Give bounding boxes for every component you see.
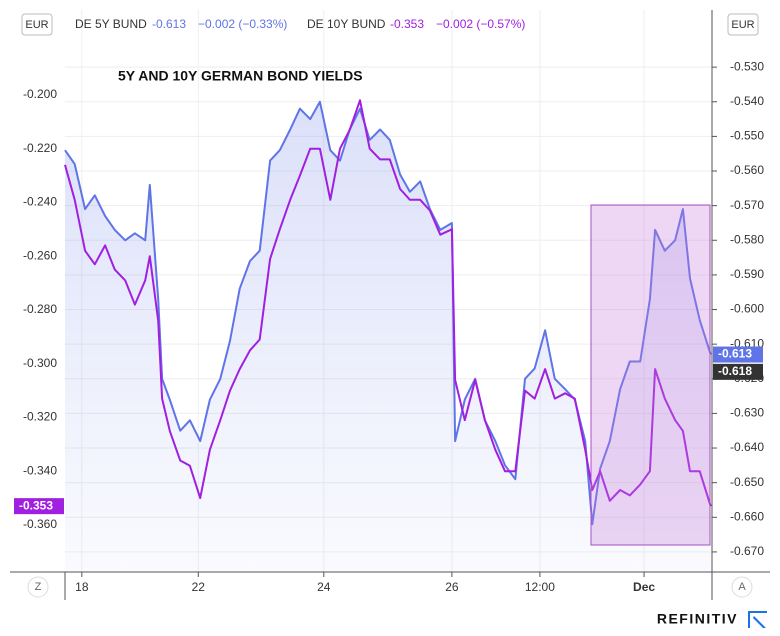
button-label: Z [35,581,42,593]
y-tick-label: -0.200 [23,87,57,101]
x-tick-label: 22 [192,580,206,594]
y-tick-label: -0.340 [23,463,57,477]
x-tick-label: 24 [317,580,331,594]
y-tick-label: -0.300 [23,356,57,370]
last-value-label: -0.353 [19,498,53,512]
button-label: A [738,581,746,593]
legend-name: DE 5Y BUND [75,17,147,31]
x-tick-label: 12:00 [525,580,555,594]
y2-tick-label: -0.670 [730,544,764,558]
legend-value: -0.353 [390,17,424,31]
y2-tick-label: -0.550 [730,129,764,143]
y-tick-label: -0.280 [23,302,57,316]
chart-title: 5Y AND 10Y GERMAN BOND YIELDS [118,68,363,84]
y2-tick-label: -0.600 [730,302,764,316]
legend-change: −0.002 (−0.57%) [436,17,525,31]
y-tick-label: -0.320 [23,410,57,424]
y2-tick-label: -0.660 [730,509,764,523]
currency-label: EUR [731,19,754,31]
currency-box[interactable] [21,13,53,36]
y2-tick-label: -0.580 [730,232,764,246]
area-fill [65,101,711,573]
x-tick-label: 26 [445,580,459,594]
y2-tick-label: -0.650 [730,475,764,489]
y2-tick-label: -0.640 [730,440,764,454]
legend-value: -0.613 [152,17,186,31]
y2-tick-label: -0.570 [730,198,764,212]
price-badge [713,363,763,380]
series-line [64,100,712,526]
legend-change: −0.002 (−0.33%) [198,17,287,31]
currency-label: EUR [25,19,48,31]
y-tick-label: -0.260 [23,248,57,262]
y2-tick-label: -0.590 [730,267,764,281]
x-tick-label: Dec [633,580,655,594]
source-logo: REFINITIV [657,611,738,627]
y2-tick-label: -0.530 [730,59,764,73]
x-tick-label: 18 [75,580,89,594]
button-z[interactable] [27,576,49,598]
y2-tick-label: -0.630 [730,406,764,420]
y-tick-label: -0.220 [23,141,57,155]
price-label: -0.618 [718,364,752,378]
y2-tick-label: -0.540 [730,94,764,108]
y-tick-label: -0.360 [23,517,57,531]
series-line [64,99,712,507]
last-value-badge [14,498,64,515]
last-value-label: -0.613 [718,347,752,361]
currency-box[interactable] [727,13,759,36]
highlight-box [590,204,711,546]
y-tick-label: -0.240 [23,195,57,209]
button-a[interactable] [731,576,753,598]
legend-name: DE 10Y BUND [307,17,386,31]
logo-icon [748,611,767,628]
y2-tick-label: -0.560 [730,163,764,177]
last-value-badge [713,346,763,363]
